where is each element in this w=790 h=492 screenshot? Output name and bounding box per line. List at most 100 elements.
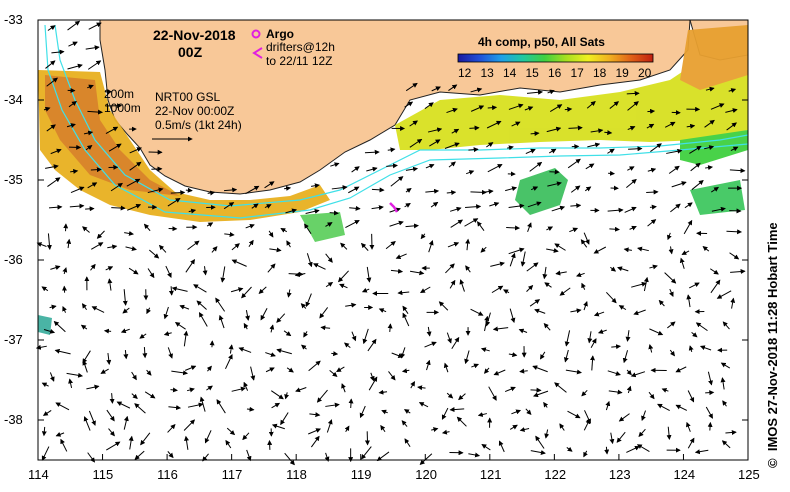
current-arrow — [668, 246, 674, 255]
current-arrow — [525, 408, 532, 415]
current-arrow — [484, 315, 490, 332]
current-arrow — [70, 186, 85, 194]
current-arrow — [583, 450, 588, 458]
current-arrow — [508, 203, 525, 209]
current-arrow — [82, 360, 88, 373]
current-arrow — [628, 146, 643, 152]
current-arrow — [167, 451, 174, 459]
current-arrow — [107, 278, 113, 291]
current-arrow — [465, 204, 482, 210]
current-arrow — [702, 246, 710, 252]
current-arrow — [530, 131, 540, 137]
sst-small-teal — [38, 315, 52, 335]
current-arrow — [661, 388, 669, 393]
current-arrow — [41, 382, 49, 388]
current-arrow — [471, 363, 479, 369]
current-arrow — [68, 100, 77, 108]
current-arrow — [607, 370, 621, 376]
x-tick-label-116: 116 — [157, 467, 178, 482]
current-arrow — [67, 20, 81, 31]
current-arrow — [223, 187, 238, 193]
credit-line: © IMOS 27-Nov-2018 11:28 Hobart Time — [765, 222, 780, 468]
current-arrow — [704, 145, 715, 150]
current-arrow — [618, 413, 630, 422]
current-arrow — [646, 123, 655, 129]
current-arrow — [629, 225, 637, 231]
current-arrow — [699, 345, 712, 351]
current-arrow — [311, 183, 320, 189]
current-arrow — [688, 345, 694, 353]
current-arrow — [206, 365, 212, 372]
current-arrow — [171, 286, 188, 292]
current-arrow — [268, 230, 274, 238]
current-arrow — [211, 246, 218, 253]
current-arrow — [231, 243, 240, 251]
current-arrow — [465, 265, 471, 273]
current-arrow — [325, 402, 340, 408]
x-tick-label-119: 119 — [350, 467, 372, 482]
current-arrow — [316, 389, 328, 403]
current-arrow — [46, 77, 58, 87]
current-arrow — [728, 88, 737, 93]
current-arrow — [626, 178, 637, 189]
current-arrow — [668, 165, 680, 174]
current-arrow — [42, 410, 52, 416]
current-arrow — [622, 350, 629, 364]
current-arrow — [349, 205, 361, 211]
current-arrow — [486, 142, 494, 148]
current-arrow — [265, 352, 276, 357]
current-arrow — [43, 106, 51, 112]
current-arrow — [547, 89, 555, 95]
current-arrow — [46, 124, 56, 132]
current-arrow — [85, 45, 100, 51]
current-arrow — [66, 238, 72, 249]
current-arrow — [122, 289, 128, 306]
current-arrow — [583, 301, 588, 311]
current-arrow — [625, 330, 631, 342]
current-arrow — [269, 247, 282, 253]
current-arrow — [304, 223, 312, 235]
current-arrow — [49, 304, 57, 310]
current-arrow — [280, 227, 288, 233]
current-arrow — [186, 387, 195, 393]
current-arrow — [122, 307, 130, 314]
current-arrow — [283, 330, 292, 337]
current-arrow — [218, 314, 225, 329]
current-arrow — [109, 393, 115, 404]
current-arrow — [705, 86, 715, 92]
current-arrow — [605, 400, 611, 411]
current-arrow — [508, 352, 518, 358]
current-arrow — [710, 279, 721, 294]
current-arrow — [41, 286, 49, 292]
current-arrow — [260, 308, 268, 321]
current-arrow — [362, 328, 369, 345]
current-arrow — [294, 272, 306, 278]
current-arrow — [583, 232, 590, 245]
current-arrow — [554, 382, 567, 393]
current-arrow — [447, 242, 460, 248]
current-arrow — [509, 424, 518, 430]
current-arrow — [527, 201, 542, 208]
current-arrow — [48, 204, 63, 210]
current-arrow — [721, 440, 731, 449]
sst-west-coast — [38, 70, 330, 222]
current-arrow — [243, 381, 249, 391]
current-arrow — [480, 347, 490, 353]
current-arrow — [376, 451, 390, 462]
current-arrow — [476, 221, 485, 231]
current-arrow — [267, 263, 276, 273]
current-arrow — [694, 449, 709, 455]
current-arrow — [492, 326, 509, 332]
current-arrow — [449, 407, 465, 413]
current-arrow — [403, 409, 411, 414]
current-arrow — [451, 336, 460, 350]
current-arrow — [604, 130, 613, 136]
current-arrow — [424, 341, 437, 348]
current-arrow — [280, 412, 289, 426]
current-arrow — [670, 203, 681, 213]
current-arrow — [493, 369, 506, 376]
current-arrow — [425, 188, 440, 194]
current-arrow — [648, 391, 655, 400]
current-arrow — [585, 163, 595, 170]
current-arrow — [301, 344, 307, 350]
